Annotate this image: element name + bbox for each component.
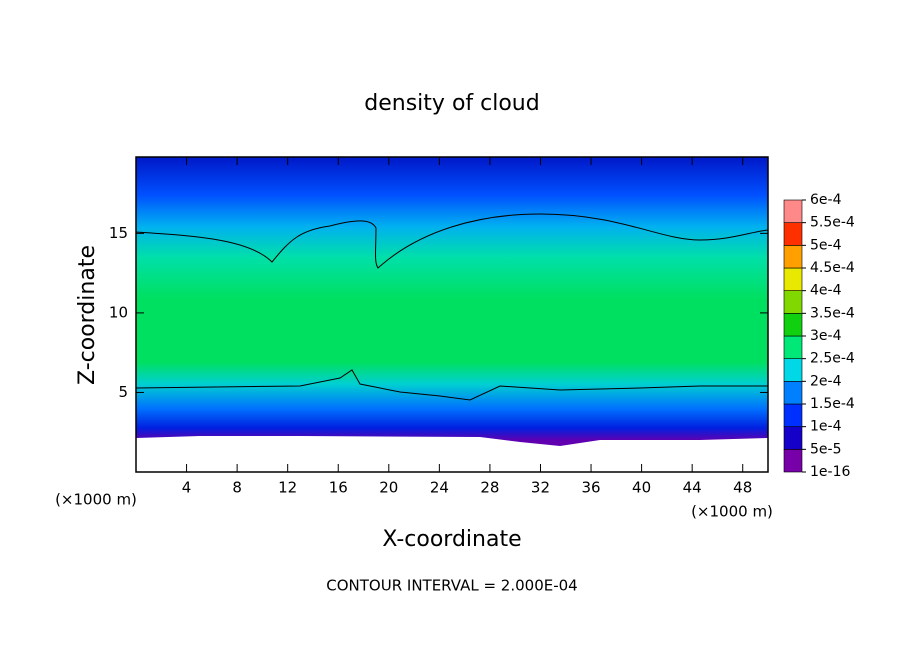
x-tick-label: 28: [480, 479, 499, 497]
x-tick-label: 24: [430, 479, 449, 497]
field: [136, 157, 768, 472]
y-tick-label: 5: [118, 383, 128, 401]
colorbar-label: 2.5e-4: [810, 351, 855, 367]
x-tick-label: 48: [733, 479, 752, 497]
y-axis-label: Z-coordinate: [75, 245, 100, 385]
colorbar-label: 4.5e-4: [810, 260, 855, 276]
x-tick-label: 40: [632, 479, 651, 497]
terrain: [136, 436, 768, 472]
x-tick-label: 36: [581, 479, 600, 497]
x-tick-label: 4: [182, 479, 192, 497]
y-tick-label: 15: [109, 224, 128, 242]
colorbar-label: 5e-5: [810, 441, 841, 457]
colorbar-box: [783, 290, 803, 314]
x-unit: (×1000 m): [691, 503, 773, 521]
colorbar-box: [783, 313, 803, 337]
colorbar-box: [783, 403, 803, 427]
colorbar-label: 6e-4: [810, 192, 842, 208]
chart-title: density of cloud: [364, 91, 539, 116]
colorbar-box: [783, 358, 803, 382]
colorbar-box: [783, 199, 803, 223]
colorbar-box: [783, 335, 803, 359]
x-tick-label: 12: [278, 479, 297, 497]
colorbar-box: [783, 381, 803, 405]
footer: CONTOUR INTERVAL = 2.000E-04: [326, 577, 577, 595]
x-tick-label: 20: [379, 479, 398, 497]
contour-line: [135, 213, 769, 269]
colorbar-label: 1e-16: [810, 464, 850, 480]
colorbar-label: 2e-4: [810, 373, 842, 389]
colorbar-box: [783, 449, 803, 473]
colorbar-box: [783, 222, 803, 246]
contour-line: [135, 369, 768, 401]
plot-frame: [135, 156, 769, 473]
colorbar-label: 1e-4: [810, 419, 842, 435]
x-tick-label: 44: [683, 479, 702, 497]
x-tick-label: 8: [232, 479, 242, 497]
y-tick-label: 10: [109, 303, 128, 321]
colorbar-label: 5e-4: [810, 237, 842, 253]
colorbar-label: 4e-4: [810, 283, 842, 299]
colorbar-box: [783, 245, 803, 269]
x-tick-label: 16: [329, 479, 348, 497]
colorbar-label: 5.5e-4: [810, 215, 855, 231]
colorbar-label: 1.5e-4: [810, 396, 855, 412]
y-unit: (×1000 m): [55, 491, 137, 509]
colorbar-label: 3e-4: [810, 328, 842, 344]
colorbar-label: 3.5e-4: [810, 305, 855, 321]
x-tick-label: 32: [531, 479, 550, 497]
x-axis-label: X-coordinate: [382, 527, 521, 552]
colorbar-box: [783, 267, 803, 291]
colorbar-box: [783, 426, 803, 450]
